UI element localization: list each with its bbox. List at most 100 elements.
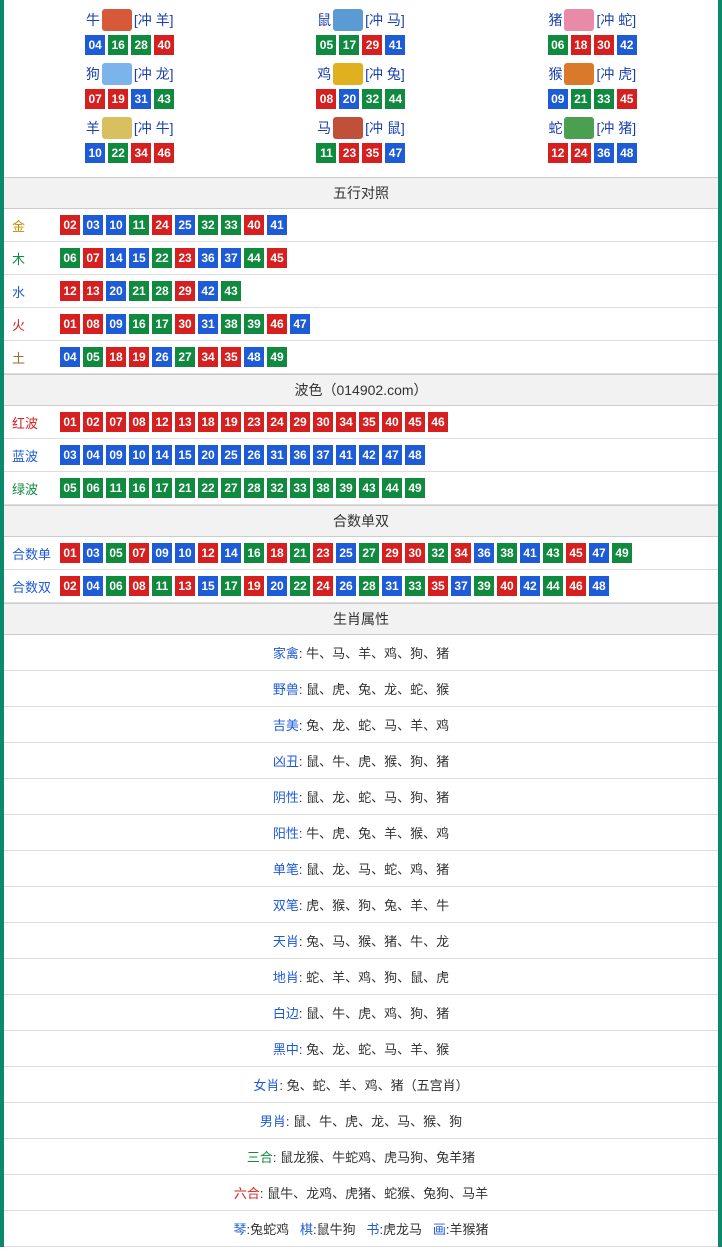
attr-val: :兔蛇鸡	[246, 1222, 289, 1237]
number-ball: 25	[221, 445, 241, 465]
number-ball: 39	[336, 478, 356, 498]
number-ball: 47	[382, 445, 402, 465]
number-ball: 10	[129, 445, 149, 465]
attr-row: 单笔: 鼠、龙、马、蛇、鸡、猪	[4, 851, 718, 887]
number-ball: 21	[290, 543, 310, 563]
number-ball: 32	[267, 478, 287, 498]
balls-row: 08203244	[249, 89, 472, 109]
wuxing-rows: 金02031011242532334041木060714152223363744…	[4, 209, 718, 374]
number-ball: 02	[83, 412, 103, 432]
attr-key: 白边	[273, 1006, 299, 1021]
attr-val: : 兔、蛇、羊、鸡、猪（五宫肖）	[279, 1078, 468, 1093]
number-ball: 07	[129, 543, 149, 563]
number-ball: 30	[313, 412, 333, 432]
zodiac-name: 马	[317, 118, 331, 138]
attr-key: 凶丑	[273, 754, 299, 769]
attr-val: : 虎、猴、狗、兔、羊、牛	[299, 898, 449, 913]
number-ball: 11	[106, 478, 126, 498]
number-ball: 41	[385, 35, 405, 55]
attr-row: 三合: 鼠龙猴、牛蛇鸡、虎马狗、兔羊猪	[4, 1139, 718, 1175]
number-ball: 09	[106, 445, 126, 465]
number-ball: 22	[152, 248, 172, 268]
number-ball: 05	[60, 478, 80, 498]
animal-icon	[333, 9, 363, 31]
number-ball: 40	[497, 576, 517, 596]
attr-val: : 鼠龙猴、牛蛇鸡、虎马狗、兔羊猪	[273, 1150, 475, 1165]
number-ball: 21	[175, 478, 195, 498]
number-ball: 33	[221, 215, 241, 235]
number-ball: 20	[339, 89, 359, 109]
number-ball: 43	[359, 478, 379, 498]
number-ball: 26	[152, 347, 172, 367]
attr-key: 双笔	[273, 898, 299, 913]
number-ball: 18	[198, 412, 218, 432]
number-ball: 04	[83, 445, 103, 465]
animal-icon	[333, 117, 363, 139]
number-ball: 29	[382, 543, 402, 563]
number-ball: 44	[382, 478, 402, 498]
attr-row: 女肖: 兔、蛇、羊、鸡、猪（五宫肖）	[4, 1067, 718, 1103]
number-ball: 02	[60, 576, 80, 596]
number-ball: 09	[152, 543, 172, 563]
number-ball: 27	[221, 478, 241, 498]
data-row: 绿波05061116172122272832333839434449	[4, 472, 718, 505]
attr-row: 黑中: 兔、龙、蛇、马、羊、猴	[4, 1031, 718, 1067]
number-ball: 12	[548, 143, 568, 163]
zodiac-clash: [冲 鼠]	[365, 118, 405, 138]
balls-inline: 0103050709101214161821232527293032343638…	[60, 543, 632, 563]
zodiac-cell: 羊[冲 牛]10223446	[14, 113, 245, 167]
attr-val: : 鼠、龙、蛇、马、狗、猪	[299, 790, 449, 805]
zodiac-cell: 鸡[冲 兔]08203244	[245, 59, 476, 113]
number-ball: 10	[85, 143, 105, 163]
number-ball: 29	[362, 35, 382, 55]
balls-row: 11233547	[249, 143, 472, 163]
animal-icon	[102, 117, 132, 139]
number-ball: 09	[106, 314, 126, 334]
number-ball: 43	[221, 281, 241, 301]
number-ball: 04	[85, 35, 105, 55]
attr-key: 阳性	[273, 826, 299, 841]
attr-row: 白边: 鼠、牛、虎、鸡、狗、猪	[4, 995, 718, 1031]
number-ball: 01	[60, 314, 80, 334]
number-ball: 44	[385, 89, 405, 109]
balls-row: 09213345	[481, 89, 704, 109]
attr-row: 凶丑: 鼠、牛、虎、猴、狗、猪	[4, 743, 718, 779]
number-ball: 20	[198, 445, 218, 465]
zodiac-title: 猴[冲 虎]	[481, 63, 704, 85]
number-ball: 34	[451, 543, 471, 563]
number-ball: 07	[83, 248, 103, 268]
zodiac-cell: 猴[冲 虎] 09213345	[477, 59, 708, 113]
number-ball: 34	[336, 412, 356, 432]
number-ball: 02	[60, 215, 80, 235]
page-container: 牛[冲 羊]04162840鼠[冲 马]05172941猪[冲 蛇]061830…	[0, 0, 722, 1247]
number-ball: 24	[571, 143, 591, 163]
attr-key: 书	[366, 1222, 379, 1237]
attr-row: 野兽: 鼠、虎、兔、龙、蛇、猴	[4, 671, 718, 707]
zodiac-cell: 狗[冲 龙]07193143	[14, 59, 245, 113]
section-header-shengxiao: 生肖属性	[4, 603, 718, 635]
number-ball: 07	[106, 412, 126, 432]
balls-inline: 05061116172122272832333839434449	[60, 478, 425, 498]
number-ball: 13	[175, 412, 195, 432]
number-ball: 28	[359, 576, 379, 596]
balls-inline: 02031011242532334041	[60, 215, 287, 235]
number-ball: 35	[359, 412, 379, 432]
attr-row: 男肖: 鼠、牛、虎、龙、马、猴、狗	[4, 1103, 718, 1139]
number-ball: 30	[175, 314, 195, 334]
row-label: 金	[12, 216, 60, 235]
zodiac-clash: [冲 虎]	[596, 64, 636, 84]
number-ball: 28	[152, 281, 172, 301]
balls-row: 10223446	[18, 143, 241, 163]
zodiac-title: 牛[冲 羊]	[18, 9, 241, 31]
attr-val: :羊猴猪	[446, 1222, 489, 1237]
number-ball: 45	[267, 248, 287, 268]
zodiac-name: 羊	[86, 118, 100, 138]
balls-inline: 1213202128294243	[60, 281, 241, 301]
number-ball: 40	[154, 35, 174, 55]
number-ball: 31	[198, 314, 218, 334]
number-ball: 30	[405, 543, 425, 563]
number-ball: 35	[221, 347, 241, 367]
attr-key: 天肖	[273, 934, 299, 949]
number-ball: 37	[451, 576, 471, 596]
number-ball: 31	[382, 576, 402, 596]
